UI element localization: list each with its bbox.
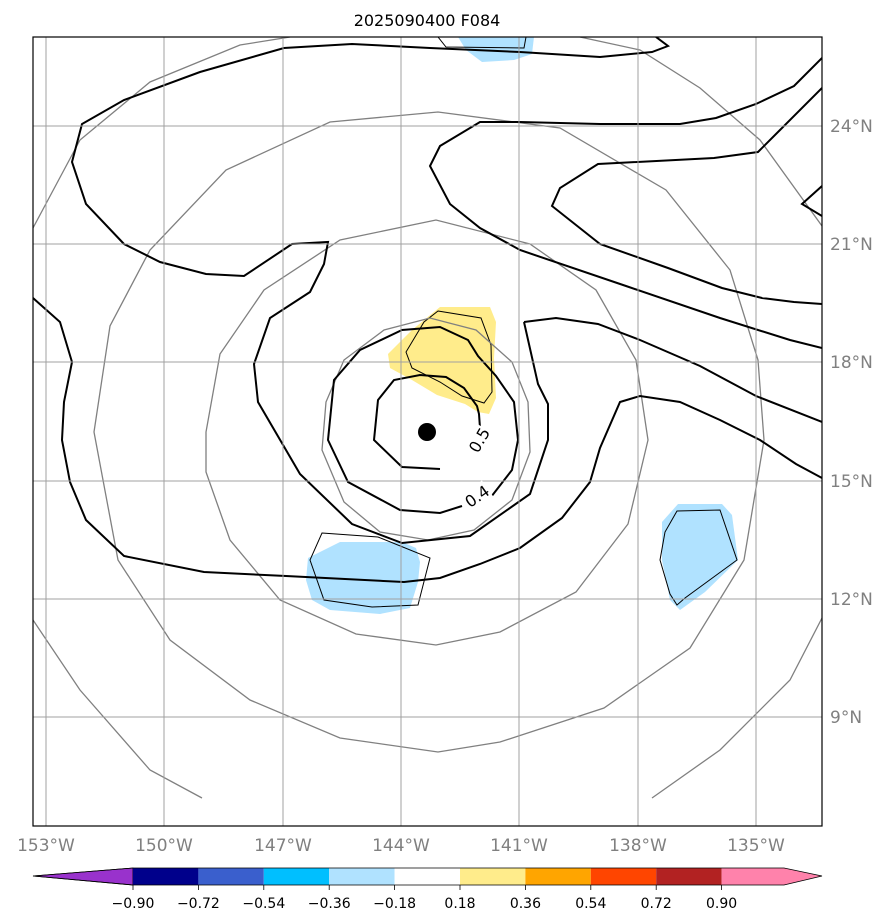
contour-0-5-inner [372,373,481,470]
map-title: 2025090400 F084 [354,11,501,30]
colorbar-label-9: 0.72 [641,896,672,912]
colorbar-segment-8 [590,868,657,885]
graticule [33,37,822,826]
lon-tick-labels: 153°W 150°W 147°W 144°W 141°W 138°W 135°… [17,836,785,856]
colorbar-segment-9 [656,868,722,885]
negative-shade-south [306,542,420,614]
contour-west-outer [33,297,822,584]
colorbar-segment-6 [460,868,526,885]
contour-0-4 [326,325,520,515]
colorbar-label-6: 0.18 [444,896,475,912]
storm-center-marker [418,423,436,441]
colorbar-segment-2 [198,868,264,885]
colorbar-segment-3 [263,868,330,885]
colorbar-label-10: 0.90 [706,896,737,912]
lat-label-18n: 18°N [830,353,873,373]
colorbar-extend-high [721,868,822,885]
gray-contour-7 [651,617,822,799]
lat-tick-labels: 24°N 21°N 18°N 15°N 12°N 9°N [830,117,873,728]
lat-label-9n: 9°N [830,708,862,728]
contour-ne-corner [800,185,822,217]
colorbar-label-3: −0.54 [242,896,285,912]
negative-shade-top [458,37,534,62]
lon-label-147w: 147°W [254,836,312,856]
lon-label-135w: 135°W [727,836,785,856]
lon-label-153w: 153°W [17,836,75,856]
colorbar-segment-5 [394,868,460,885]
lon-label-150w: 150°W [135,836,193,856]
colorbar-label-5: −0.18 [373,896,416,912]
negative-shade-east [662,504,738,610]
lat-label-21n: 21°N [830,235,873,255]
shaded-fields [306,37,738,614]
colorbar-extend-low [32,867,134,886]
lon-label-144w: 144°W [372,836,430,856]
thin-contour-north [405,310,493,404]
contour-spiral-inner [428,57,822,349]
contour-outer-ring-lower [70,37,671,545]
colorbar-label-1: −0.90 [112,896,155,912]
colorbar-label-7: 0.36 [510,896,541,912]
lon-label-141w: 141°W [490,836,548,856]
colorbar-segment-7 [525,868,591,885]
map-frame [32,36,823,827]
lon-label-138w: 138°W [609,836,667,856]
colorbar-tick-marks [132,885,722,890]
map-panel: 0.5 0.4 [32,36,823,827]
contour-spiral-east [550,87,822,305]
gray-contour-3 [93,111,765,753]
colorbar-label-2: −0.72 [177,896,220,912]
colorbar-label-8: 0.54 [575,896,606,912]
colorbar: −0.90 −0.72 −0.54 −0.36 −0.18 0.18 0.36 … [32,867,823,912]
gray-contour-5 [579,37,822,227]
colorbar-segment-4 [329,868,395,885]
thin-contour-top [437,37,527,49]
thin-contour-south [309,532,431,608]
lat-label-15n: 15°N [830,472,873,492]
thin-contour-east [659,509,738,606]
positive-shade-north [388,307,496,414]
gray-contour-1 [321,317,531,541]
gray-contour-6 [33,619,203,799]
colorbar-label-4: −0.36 [308,896,351,912]
gray-contour-4 [33,37,291,229]
lat-label-12n: 12°N [830,590,873,610]
colorbar-segment-1 [133,868,199,885]
lat-label-24n: 24°N [830,117,873,137]
thin-black-contours [309,37,738,608]
